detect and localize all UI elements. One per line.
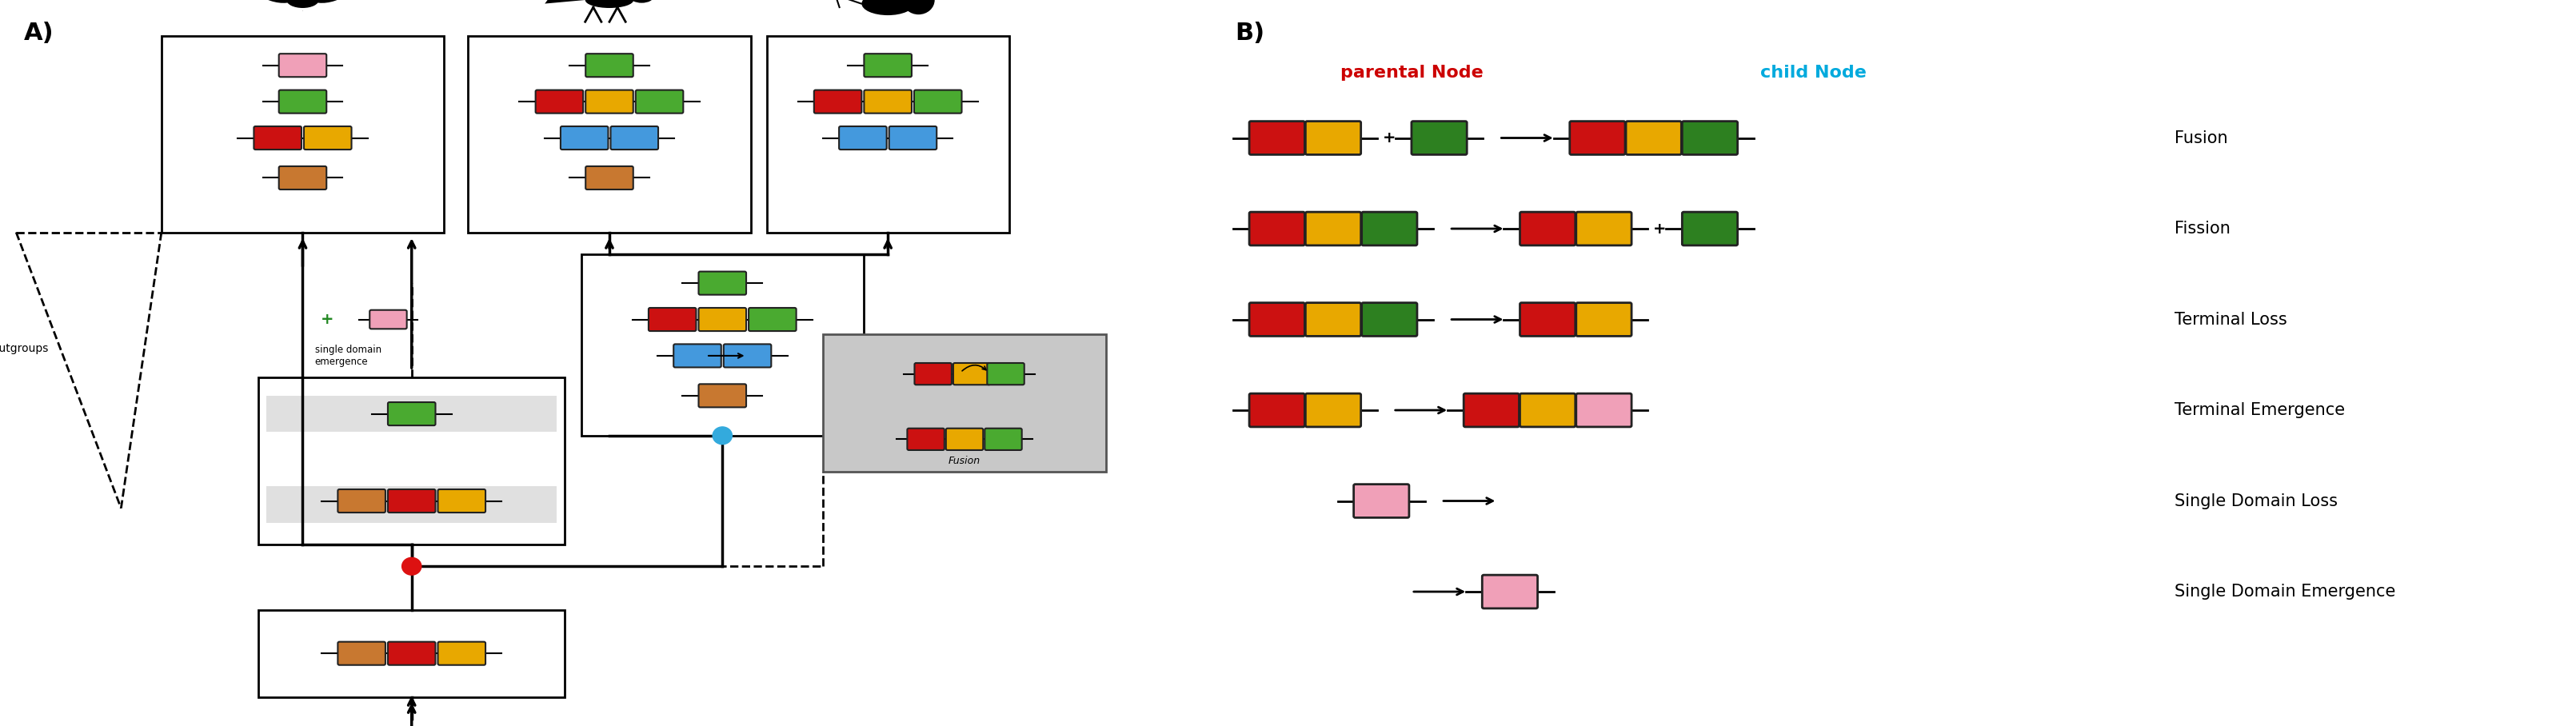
FancyBboxPatch shape xyxy=(1577,393,1631,427)
FancyBboxPatch shape xyxy=(1625,121,1682,155)
FancyBboxPatch shape xyxy=(1463,393,1520,427)
Text: parental Node: parental Node xyxy=(1340,65,1484,81)
FancyBboxPatch shape xyxy=(1306,212,1360,245)
FancyBboxPatch shape xyxy=(636,90,683,113)
Bar xyxy=(768,36,1010,232)
FancyBboxPatch shape xyxy=(371,310,407,329)
FancyBboxPatch shape xyxy=(1249,121,1303,155)
FancyBboxPatch shape xyxy=(1481,575,1538,608)
FancyBboxPatch shape xyxy=(337,642,386,665)
Ellipse shape xyxy=(585,0,634,8)
Text: +: + xyxy=(319,312,332,327)
FancyBboxPatch shape xyxy=(585,90,634,113)
Text: +: + xyxy=(1383,131,1396,145)
Text: child Node: child Node xyxy=(1759,65,1865,81)
FancyBboxPatch shape xyxy=(1520,303,1577,336)
FancyBboxPatch shape xyxy=(698,272,747,295)
FancyBboxPatch shape xyxy=(438,489,484,513)
FancyBboxPatch shape xyxy=(698,308,747,331)
FancyBboxPatch shape xyxy=(953,363,989,385)
FancyBboxPatch shape xyxy=(389,489,435,513)
Text: Terminal Loss: Terminal Loss xyxy=(2174,311,2287,327)
Text: Fusion: Fusion xyxy=(2174,130,2228,146)
Bar xyxy=(265,396,556,432)
Text: outgroups: outgroups xyxy=(0,343,49,354)
FancyBboxPatch shape xyxy=(438,642,484,665)
FancyBboxPatch shape xyxy=(1577,212,1631,245)
FancyBboxPatch shape xyxy=(672,344,721,367)
Bar xyxy=(258,610,564,697)
FancyBboxPatch shape xyxy=(389,402,435,425)
FancyBboxPatch shape xyxy=(304,126,350,150)
FancyBboxPatch shape xyxy=(863,54,912,77)
FancyBboxPatch shape xyxy=(863,90,912,113)
FancyBboxPatch shape xyxy=(649,308,696,331)
Bar xyxy=(258,378,564,544)
FancyBboxPatch shape xyxy=(945,428,984,450)
Polygon shape xyxy=(544,0,585,4)
FancyBboxPatch shape xyxy=(1306,393,1360,427)
Text: single domain
emergence: single domain emergence xyxy=(314,345,381,367)
Text: Single Domain Loss: Single Domain Loss xyxy=(2174,493,2336,509)
Ellipse shape xyxy=(309,0,353,3)
FancyBboxPatch shape xyxy=(724,344,770,367)
Text: Fission: Fission xyxy=(2174,221,2231,237)
Text: Single Domain Emergence: Single Domain Emergence xyxy=(2174,584,2396,600)
Ellipse shape xyxy=(629,0,654,3)
FancyBboxPatch shape xyxy=(278,166,327,189)
FancyBboxPatch shape xyxy=(914,363,951,385)
Circle shape xyxy=(902,0,935,15)
Bar xyxy=(469,36,750,232)
FancyBboxPatch shape xyxy=(1363,303,1417,336)
Bar xyxy=(162,36,443,232)
FancyBboxPatch shape xyxy=(536,90,582,113)
FancyBboxPatch shape xyxy=(389,642,435,665)
FancyBboxPatch shape xyxy=(1412,121,1466,155)
FancyBboxPatch shape xyxy=(1249,393,1303,427)
FancyBboxPatch shape xyxy=(611,126,659,150)
FancyBboxPatch shape xyxy=(337,489,386,513)
FancyBboxPatch shape xyxy=(1363,212,1417,245)
Text: Terminal Emergence: Terminal Emergence xyxy=(2174,402,2344,418)
FancyBboxPatch shape xyxy=(1520,212,1577,245)
FancyBboxPatch shape xyxy=(1249,212,1303,245)
Circle shape xyxy=(402,558,422,575)
Text: B): B) xyxy=(1234,22,1265,45)
FancyBboxPatch shape xyxy=(1682,121,1739,155)
FancyBboxPatch shape xyxy=(814,90,860,113)
FancyBboxPatch shape xyxy=(987,363,1025,385)
Text: +: + xyxy=(1654,221,1667,236)
FancyBboxPatch shape xyxy=(698,384,747,407)
FancyBboxPatch shape xyxy=(1682,212,1739,245)
FancyBboxPatch shape xyxy=(1306,303,1360,336)
Ellipse shape xyxy=(252,0,296,3)
Bar xyxy=(824,334,1105,472)
Ellipse shape xyxy=(286,0,319,8)
FancyBboxPatch shape xyxy=(984,428,1023,450)
FancyBboxPatch shape xyxy=(840,126,886,150)
FancyBboxPatch shape xyxy=(1569,121,1625,155)
FancyBboxPatch shape xyxy=(1249,303,1303,336)
Text: Fusion: Fusion xyxy=(948,456,981,466)
FancyBboxPatch shape xyxy=(889,126,938,150)
FancyBboxPatch shape xyxy=(255,126,301,150)
FancyBboxPatch shape xyxy=(1520,393,1577,427)
FancyBboxPatch shape xyxy=(907,428,945,450)
Circle shape xyxy=(714,427,732,444)
Bar xyxy=(265,486,556,523)
FancyBboxPatch shape xyxy=(750,308,796,331)
FancyBboxPatch shape xyxy=(585,166,634,189)
FancyBboxPatch shape xyxy=(585,54,634,77)
FancyBboxPatch shape xyxy=(914,90,961,113)
FancyBboxPatch shape xyxy=(1306,121,1360,155)
Ellipse shape xyxy=(860,0,914,15)
FancyBboxPatch shape xyxy=(1352,484,1409,518)
Text: A): A) xyxy=(23,22,54,45)
FancyBboxPatch shape xyxy=(278,54,327,77)
Bar xyxy=(582,254,863,436)
FancyBboxPatch shape xyxy=(1577,303,1631,336)
FancyBboxPatch shape xyxy=(562,126,608,150)
FancyBboxPatch shape xyxy=(278,90,327,113)
